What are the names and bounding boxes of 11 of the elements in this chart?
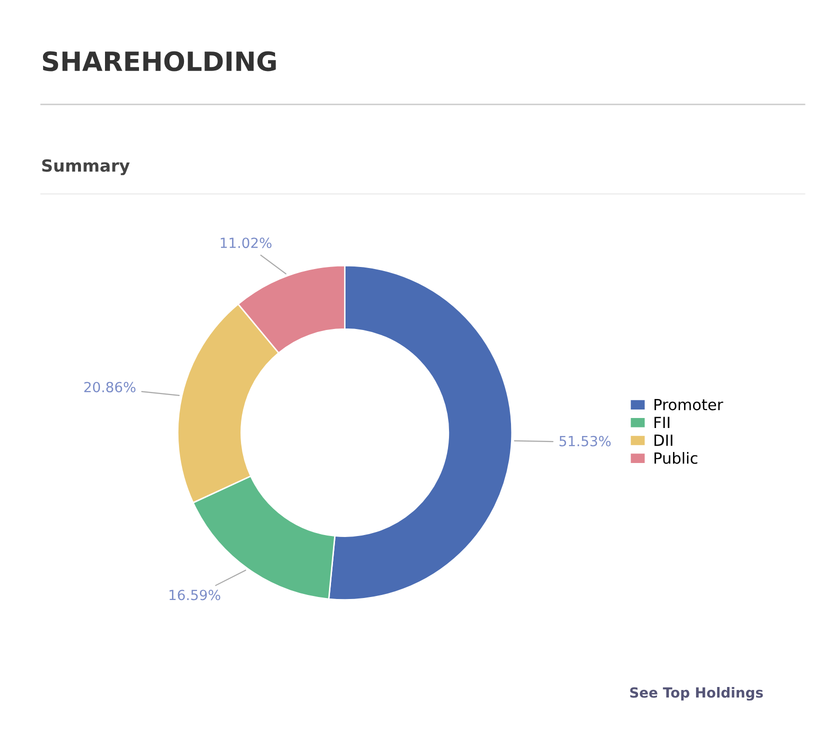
legend-label: Public: [654, 452, 698, 464]
data-label: 16.59%: [170, 590, 220, 600]
legend-label: FII: [654, 416, 670, 428]
legend-label: Promoter: [654, 398, 724, 410]
data-label: 11.02%: [220, 238, 272, 248]
chart-subtitle: Summary: [42, 159, 130, 176]
legend-label: DII: [654, 434, 672, 446]
data-label: 20.86%: [84, 382, 136, 392]
data-label: 51.53%: [560, 436, 611, 446]
text: See Top Holdings: [630, 687, 763, 701]
chart-title: SHAREHOLDING: [42, 51, 276, 72]
